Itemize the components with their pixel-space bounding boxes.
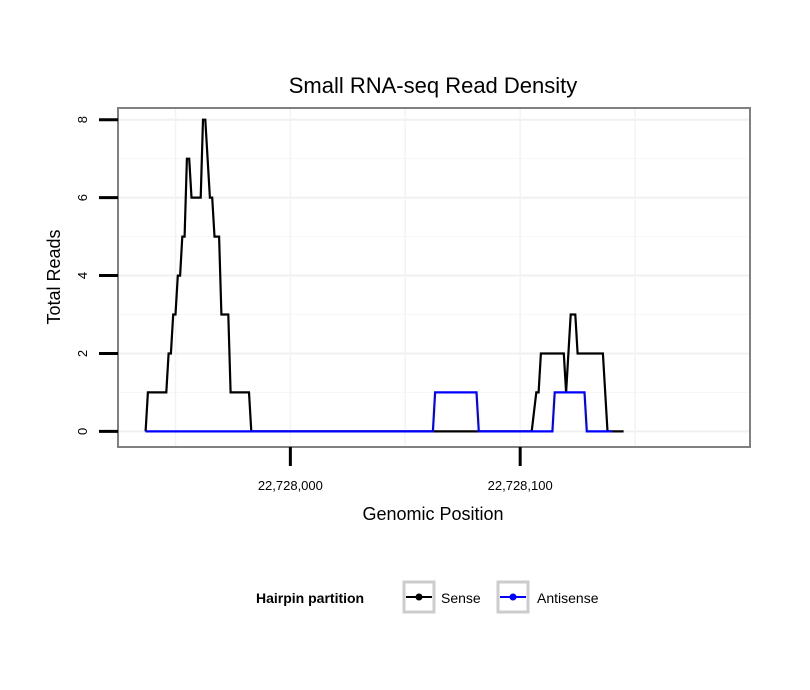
legend-item-antisense: Antisense — [496, 580, 599, 614]
plot-panel — [117, 107, 751, 448]
y-axis: 0 2 4 6 8 — [75, 116, 118, 435]
y-tick-label: 8 — [75, 116, 90, 123]
legend-key-antisense-point — [509, 593, 517, 601]
series-line-sense — [144, 118, 624, 433]
legend: Hairpin partition Sense Antisense — [256, 580, 599, 614]
legend-key-sense-point — [415, 593, 423, 601]
chart-title: Small RNA-seq Read Density — [289, 73, 578, 98]
series-line-antisense — [145, 391, 613, 433]
legend-item-sense: Sense — [402, 580, 481, 614]
series-group — [144, 118, 624, 433]
x-axis: 22,728,000 22,728,100 — [258, 447, 553, 493]
y-tick-label: 4 — [75, 272, 90, 279]
y-tick-label: 6 — [75, 194, 90, 201]
legend-title: Hairpin partition — [256, 590, 364, 606]
legend-label-sense: Sense — [441, 590, 481, 606]
y-tick-label: 2 — [75, 350, 90, 357]
x-axis-title: Genomic Position — [362, 504, 503, 524]
y-axis-title: Total Reads — [44, 229, 64, 324]
y-tick-label: 0 — [75, 428, 90, 435]
x-tick-label: 22,728,000 — [258, 478, 323, 493]
x-tick-label: 22,728,100 — [488, 478, 553, 493]
legend-label-antisense: Antisense — [537, 590, 599, 606]
